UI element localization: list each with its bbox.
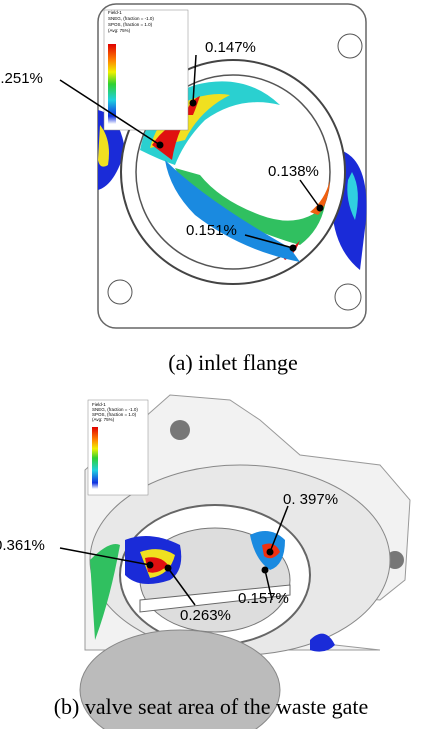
hot-spot <box>317 205 324 212</box>
hot-spot <box>165 565 172 572</box>
hot-spot <box>290 245 297 252</box>
annotation: 0.138% <box>268 163 319 180</box>
legend-line: (Avg: 75%) <box>108 28 131 33</box>
legend-line: Field-1 <box>108 10 122 15</box>
annotation: 0. 397% <box>283 491 338 508</box>
annotation: 0.147% <box>205 39 256 56</box>
legend-line: SNEG, (fraction = -1.0) <box>108 16 154 21</box>
legend-line: (Avg: 75%) <box>92 417 115 422</box>
annotation: 0.361% <box>0 537 45 554</box>
hot-spot <box>267 549 274 556</box>
caption: (b) valve seat area of the waste gate <box>54 694 369 719</box>
hot-spot <box>157 142 164 149</box>
caption: (a) inlet flange <box>168 350 298 375</box>
annotation: 0.251% <box>0 70 43 87</box>
annotation: 0.151% <box>186 222 237 239</box>
figure: Field-1 SNEG, (fraction = -1.0) SPOS, (f… <box>0 0 422 729</box>
annotation: 0.157% <box>238 590 289 607</box>
hot-spot <box>262 567 269 574</box>
annotation: 0.263% <box>180 607 231 624</box>
fea-image-b: Field-1 SNEG, (fraction = -1.0) SPOS, (f… <box>80 395 410 729</box>
hot-spot <box>147 562 154 569</box>
legend-line: SPOS, (fraction = 1.0) <box>108 22 153 27</box>
hot-spot <box>190 100 197 107</box>
